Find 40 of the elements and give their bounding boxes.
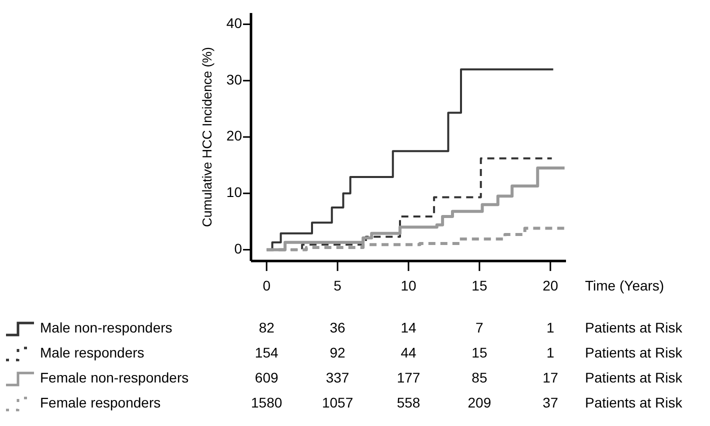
text: 85: [472, 370, 488, 386]
y-tick-label: 20: [226, 128, 242, 144]
y-tick-label: 30: [226, 71, 242, 88]
text: 1580: [251, 394, 282, 411]
x-axis-title: Time (Years): [585, 278, 664, 294]
x-tick-label: 20: [542, 278, 558, 294]
text: 558: [396, 394, 420, 411]
text: 44: [400, 344, 416, 361]
text: 177: [396, 370, 420, 386]
text: Patients at Risk: [585, 370, 684, 386]
y-axis-title: Cumulative HCC Incidence (%): [199, 47, 214, 227]
text: 7: [476, 320, 484, 336]
text: Patients at Risk: [585, 344, 684, 361]
text: 37: [542, 394, 558, 411]
y-tick-label: 40: [226, 14, 242, 31]
text: 1057: [322, 394, 354, 411]
text: 337: [326, 370, 350, 386]
legend-label: Male non-responders: [40, 320, 172, 336]
text: 1: [546, 320, 554, 336]
x-tick-label: 0: [262, 278, 271, 294]
text: 82: [258, 320, 275, 336]
text: 209: [468, 394, 492, 411]
text: Patients at Risk: [585, 320, 684, 336]
text: Patients at Risk: [585, 394, 684, 411]
y-tick-label: 10: [226, 184, 242, 200]
x-tick-label: 5: [334, 278, 342, 294]
legend-label: Male responders: [40, 344, 144, 361]
legend-label: Female non-responders: [40, 370, 189, 386]
x-tick-label: 10: [400, 278, 416, 294]
legend-label: Female responders: [40, 394, 161, 411]
text: 1: [546, 344, 554, 361]
text: 609: [254, 370, 278, 386]
x-tick-label: 15: [472, 278, 488, 294]
text: 14: [400, 320, 416, 336]
text: 17: [542, 370, 558, 386]
text: 92: [330, 344, 346, 361]
text: 154: [254, 344, 278, 361]
y-tick-label: 0: [234, 240, 242, 256]
text: 36: [330, 320, 346, 336]
text: 15: [472, 344, 488, 361]
